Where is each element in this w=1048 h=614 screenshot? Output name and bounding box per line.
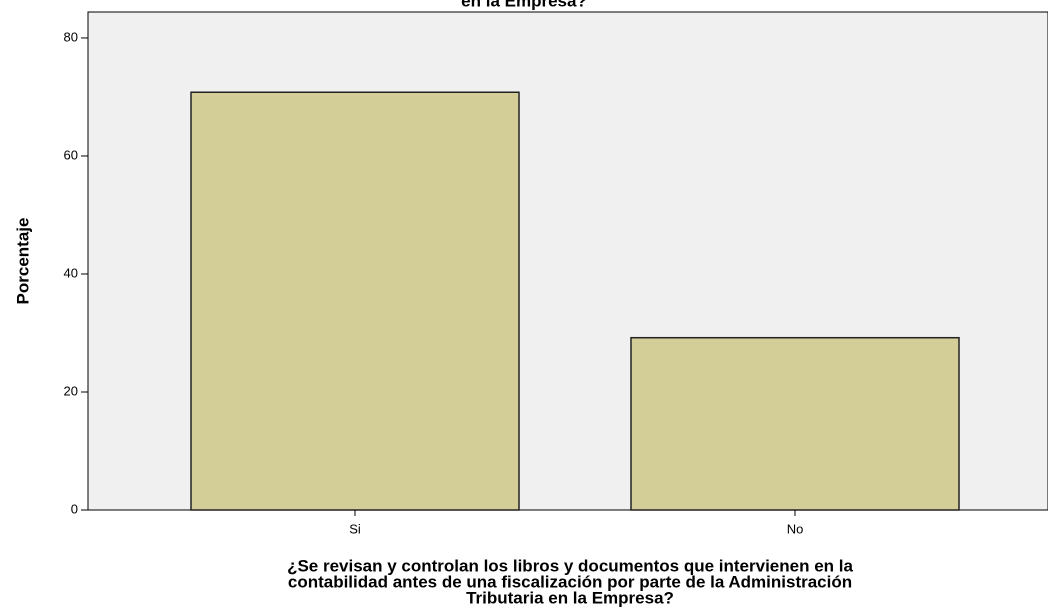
y-tick-label: 60 xyxy=(64,147,78,162)
y-tick-label: 0 xyxy=(71,501,78,516)
x-axis-title: contabilidad antes de una fiscalización … xyxy=(288,572,852,591)
x-tick-label: Si xyxy=(349,521,361,536)
y-tick-label: 20 xyxy=(64,383,78,398)
x-tick-label: No xyxy=(787,521,804,536)
bar xyxy=(190,91,520,511)
x-axis-title: Tributaria en la Empresa? xyxy=(466,588,674,607)
y-axis-title: Porcentaje xyxy=(13,218,32,305)
x-axis-title: ¿Se revisan y controlan los libros y doc… xyxy=(287,556,853,575)
chart-title: en la Empresa? xyxy=(461,0,587,10)
y-tick-label: 40 xyxy=(64,265,78,280)
y-tick-label: 80 xyxy=(64,29,78,44)
bar xyxy=(630,336,960,511)
